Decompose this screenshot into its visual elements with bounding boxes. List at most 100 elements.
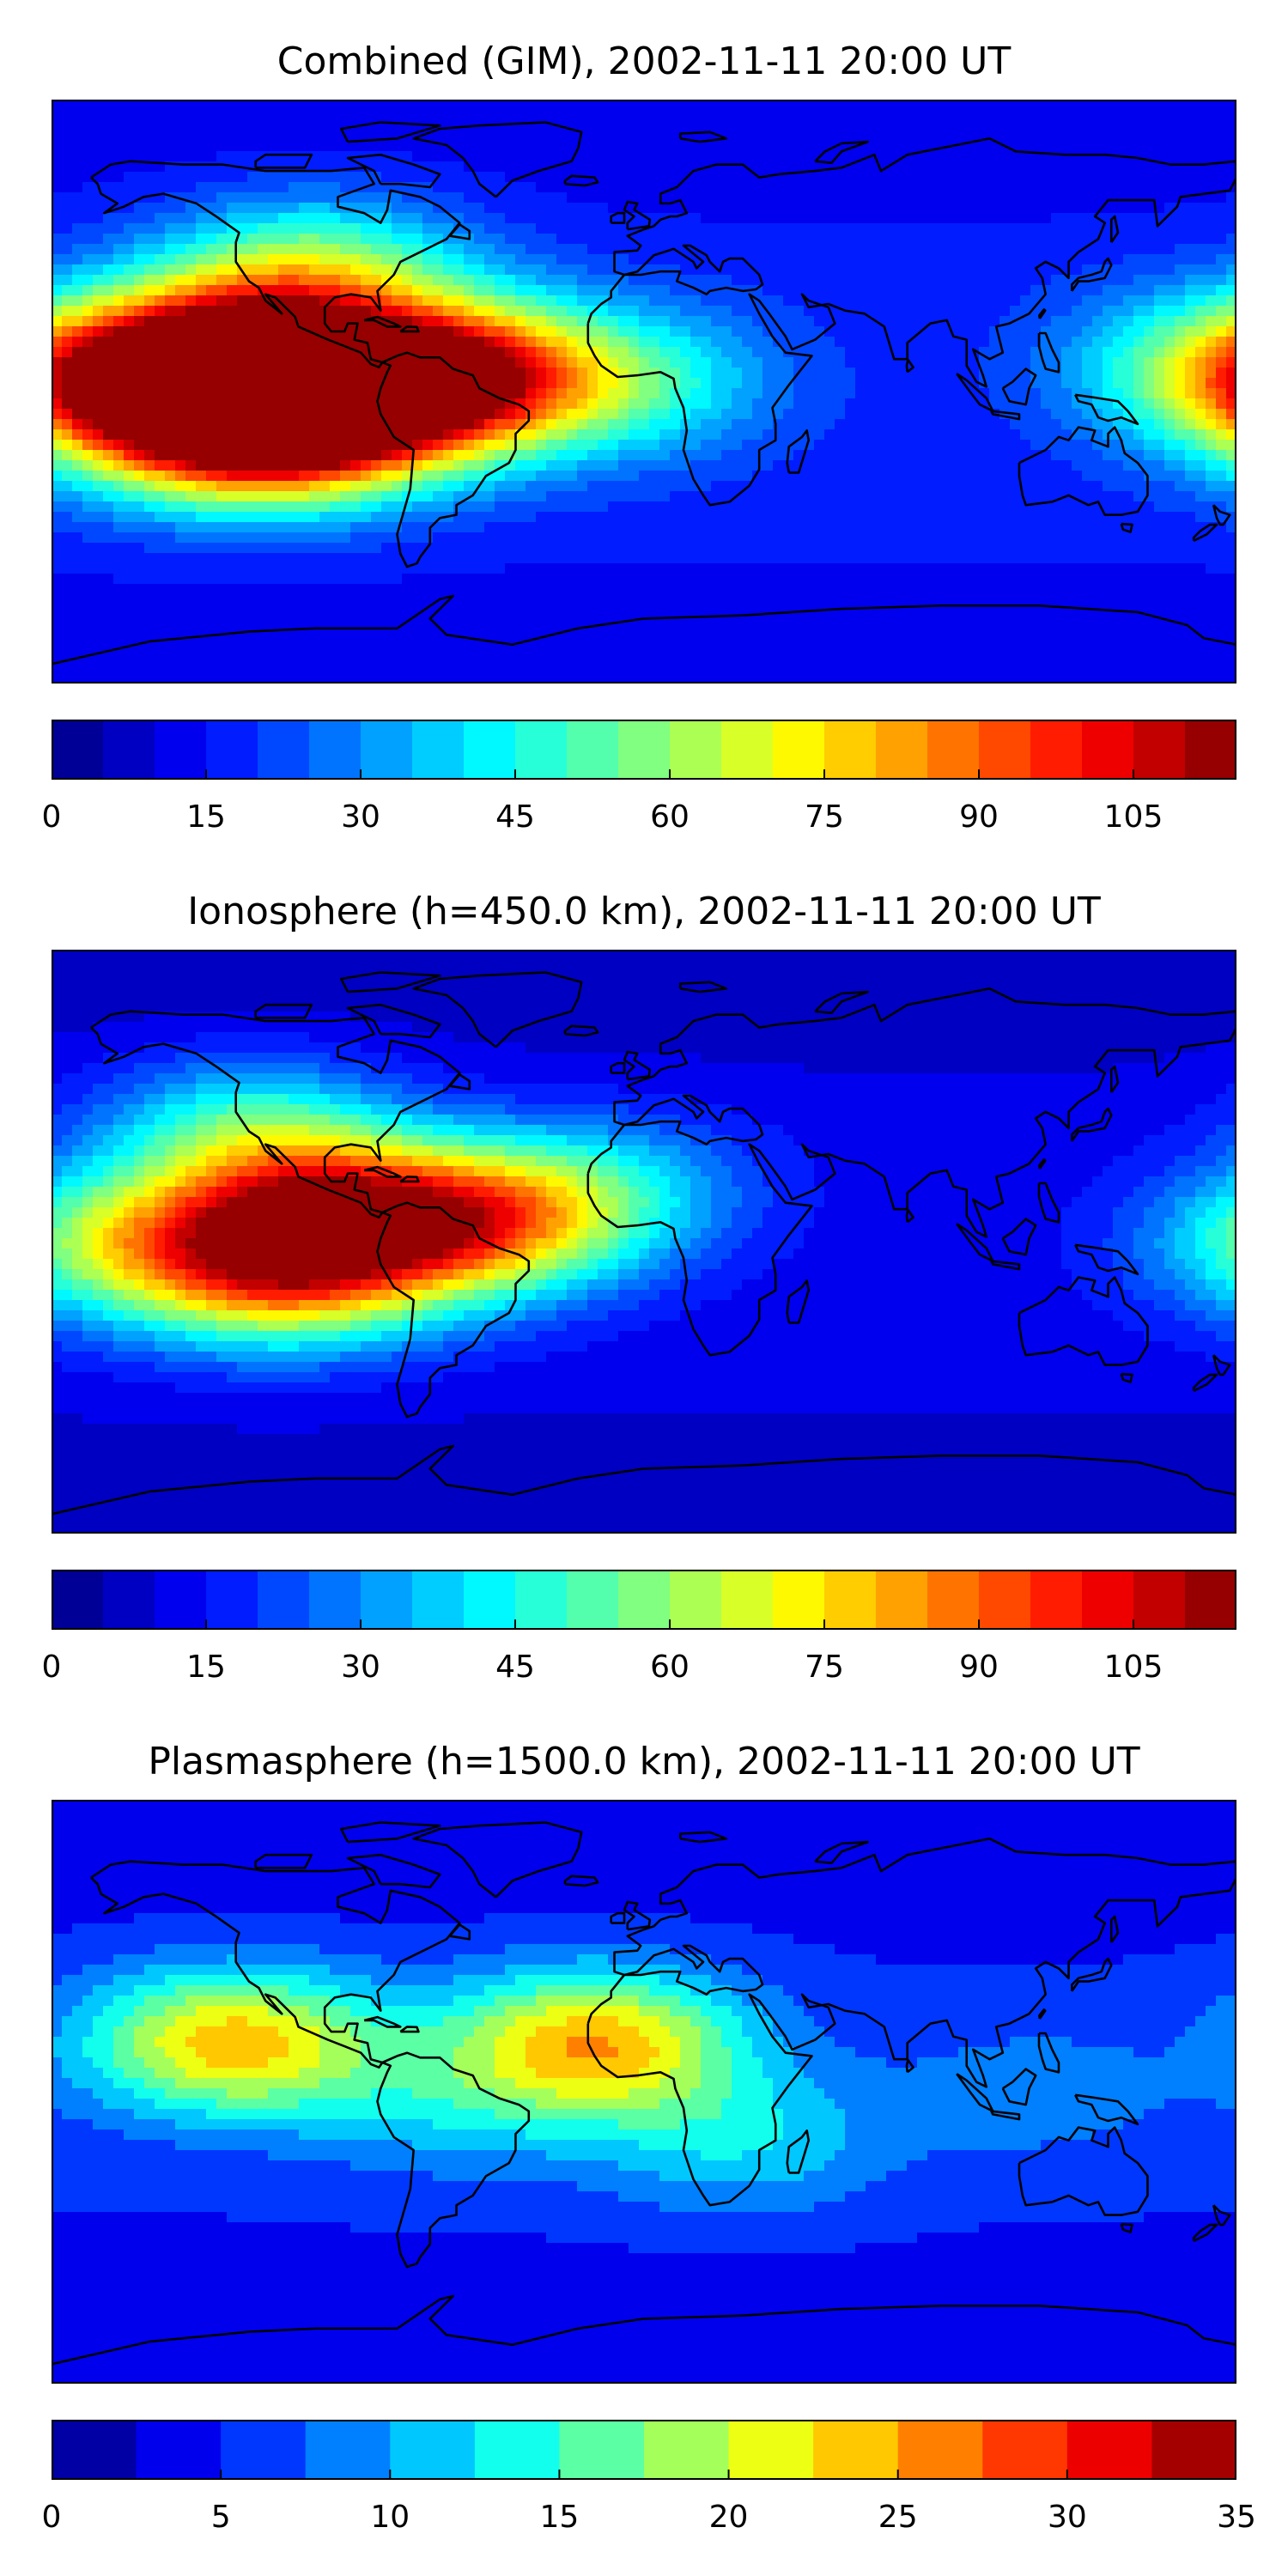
tec-contour-cell: [165, 285, 176, 296]
tec-contour-cell: [618, 440, 629, 451]
tec-contour-cell: [793, 306, 805, 317]
tec-contour-cell: [855, 429, 866, 440]
tec-contour-cell: [526, 481, 537, 492]
tec-contour-cell: [907, 347, 918, 358]
tec-contour-cell: [381, 460, 392, 471]
tec-contour-cell: [855, 326, 866, 337]
tec-contour-cell: [701, 151, 712, 162]
tec-contour-cell: [1226, 244, 1236, 255]
tec-contour-cell: [1164, 429, 1176, 440]
tec-contour-cell: [484, 223, 495, 234]
tec-contour-cell: [907, 388, 918, 399]
tec-contour-cell: [319, 450, 331, 461]
tec-contour-cell: [453, 326, 465, 337]
tec-contour-cell: [1051, 203, 1062, 214]
tec-contour-cell: [309, 471, 320, 482]
tec-contour-cell: [1041, 141, 1052, 152]
tec-contour-cell: [721, 161, 732, 173]
tec-contour-cell: [866, 522, 877, 533]
tec-contour-cell: [556, 151, 568, 162]
tec-contour-cell: [639, 161, 650, 173]
tec-contour-cell: [185, 388, 197, 399]
tec-contour-cell: [515, 326, 526, 337]
tec-contour-cell: [1061, 182, 1072, 193]
tec-contour-cell: [587, 378, 598, 389]
tec-contour-cell: [1185, 120, 1196, 131]
tec-contour-cell: [659, 419, 671, 430]
tec-contour-cell: [361, 131, 372, 142]
tec-contour-cell: [711, 275, 722, 286]
tec-contour-cell: [690, 491, 702, 502]
tec-contour-cell: [371, 522, 382, 533]
tec-contour-cell: [515, 378, 526, 389]
tec-contour-cell: [639, 501, 650, 513]
tec-contour-cell: [587, 192, 598, 204]
tec-contour-cell: [62, 316, 73, 327]
tec-contour-cell: [175, 275, 186, 286]
tec-contour-cell: [402, 388, 413, 399]
tec-contour-cell: [1206, 357, 1217, 368]
tec-contour-cell: [649, 501, 660, 513]
tec-contour-cell: [206, 471, 217, 482]
tec-contour-cell: [1061, 172, 1072, 183]
tec-contour-cell: [742, 522, 753, 533]
tec-contour-cell: [155, 543, 166, 554]
tec-contour-cell: [93, 223, 104, 234]
tec-contour-cell: [433, 337, 444, 348]
tec-contour-cell: [969, 110, 980, 121]
tec-contour-cell: [587, 460, 598, 471]
tec-contour-cell: [598, 429, 609, 440]
tec-contour-cell: [701, 357, 712, 368]
tec-contour-cell: [855, 368, 866, 379]
tec-contour-cell: [1154, 481, 1165, 492]
tec-contour-cell: [134, 295, 145, 307]
tec-contour-cell: [1051, 295, 1062, 307]
tec-contour-cell: [412, 182, 423, 193]
tec-contour-cell: [1144, 131, 1155, 142]
tec-contour-cell: [268, 100, 279, 111]
tec-contour-cell: [1154, 192, 1165, 204]
tec-contour-cell: [289, 419, 300, 430]
tec-contour-cell: [670, 471, 681, 482]
tec-contour-cell: [567, 161, 578, 173]
tec-contour-cell: [701, 450, 712, 461]
tec-contour-cell: [464, 141, 475, 152]
tec-contour-cell: [938, 450, 949, 461]
tec-contour-cell: [598, 491, 609, 502]
tec-contour-cell: [907, 440, 918, 451]
tec-contour-cell: [701, 264, 712, 276]
tec-contour-cell: [732, 347, 743, 358]
tec-contour-cell: [1103, 244, 1114, 255]
tec-contour-cell: [103, 326, 114, 337]
tec-contour-cell: [340, 357, 351, 368]
tec-contour-cell: [618, 450, 629, 461]
tec-contour-cell: [855, 131, 866, 142]
tec-contour-cell: [577, 213, 588, 224]
tec-contour-cell: [896, 275, 908, 286]
tec-contour-cell: [659, 306, 671, 317]
tec-contour-cell: [670, 357, 681, 368]
tec-contour-cell: [1216, 532, 1227, 544]
tec-contour-cell: [938, 522, 949, 533]
tec-contour-cell: [1051, 285, 1062, 296]
tec-contour-cell: [134, 161, 145, 173]
tec-contour-cell: [866, 192, 877, 204]
tec-contour-cell: [927, 100, 939, 111]
tec-contour-cell: [144, 440, 155, 451]
tec-contour-cell: [1113, 388, 1124, 399]
tec-contour-cell: [340, 234, 351, 245]
tec-contour-cell: [1175, 347, 1186, 358]
tec-contour-cell: [62, 172, 73, 183]
tec-contour-cell: [464, 285, 475, 296]
tec-contour-cell: [62, 182, 73, 193]
tec-contour-cell: [113, 337, 125, 348]
tec-contour-cell: [608, 326, 619, 337]
tec-contour-cell: [680, 295, 691, 307]
tec-contour-cell: [484, 275, 495, 286]
tec-contour-cell: [196, 110, 207, 121]
tec-contour-cell: [175, 316, 186, 327]
tec-contour-cell: [587, 285, 598, 296]
tec-contour-cell: [361, 471, 372, 482]
tec-contour-cell: [927, 471, 939, 482]
tec-contour-cell: [515, 450, 526, 461]
